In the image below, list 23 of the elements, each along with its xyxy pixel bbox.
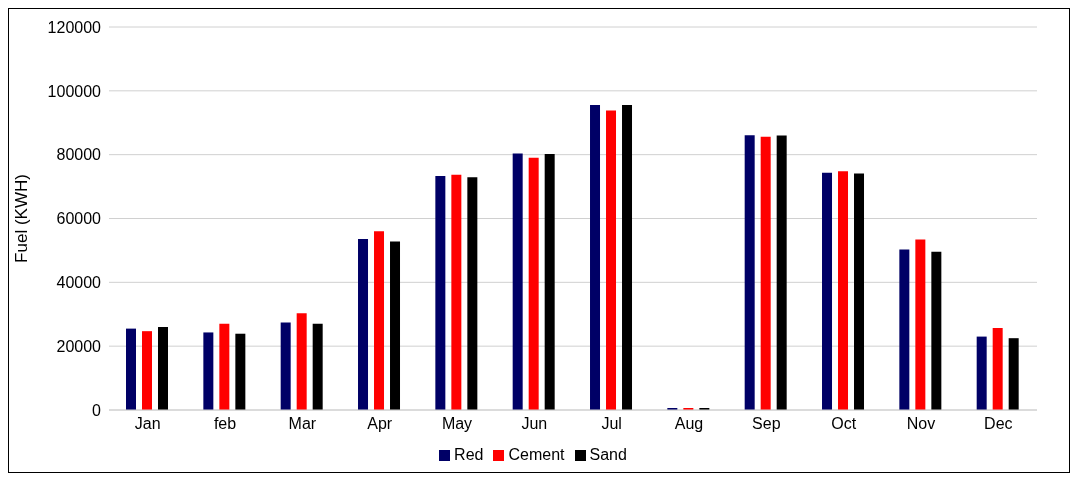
x-tick-label: Jan: [134, 415, 161, 433]
y-tick-label: 20000: [56, 337, 102, 355]
x-tick-label: May: [441, 415, 473, 433]
y-tick-label: 100000: [47, 82, 102, 100]
y-tick-label: 60000: [56, 210, 102, 228]
x-tick-label: Sep: [752, 415, 781, 433]
x-tick-label: feb: [213, 415, 237, 433]
legend-label: Red: [454, 446, 484, 463]
y-tick-label: 40000: [56, 274, 102, 292]
y-tick-label: 80000: [56, 146, 102, 164]
x-tick-label: Aug: [674, 415, 704, 433]
x-tick-label: Nov: [906, 415, 936, 433]
y-axis-title: Fuel (KWH): [12, 174, 32, 263]
x-tick-label: Mar: [288, 415, 317, 433]
y-tick-label: 120000: [47, 18, 102, 36]
x-tick-label: Dec: [984, 415, 1013, 433]
legend-label: Cement: [508, 446, 565, 463]
x-tick-label: Jul: [601, 415, 622, 433]
x-tick-label: Apr: [367, 415, 393, 433]
legend-label: Sand: [589, 446, 627, 463]
x-tick-label: Oct: [831, 415, 857, 433]
x-tick-label: Jun: [521, 415, 548, 433]
y-tick-label: 0: [92, 401, 102, 419]
